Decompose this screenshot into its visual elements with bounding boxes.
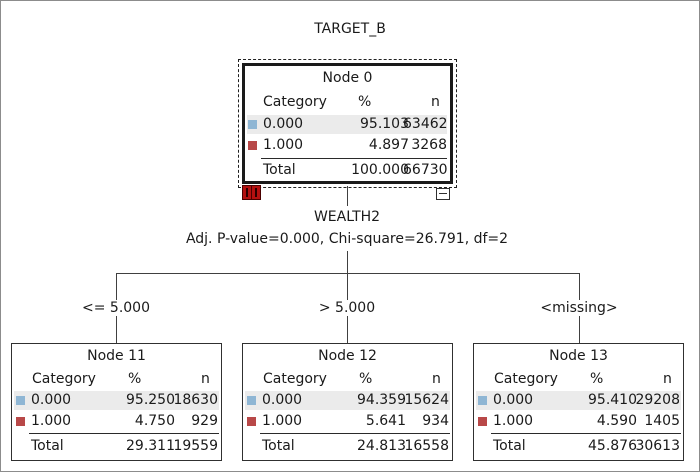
branch-label: <missing>: [529, 300, 629, 316]
row-percent: 95.250: [126, 392, 175, 408]
row-n: 1405: [644, 413, 680, 429]
category-header: Category: [494, 371, 558, 387]
percent-header: %: [128, 371, 142, 387]
row-percent: 4.897: [368, 137, 409, 153]
category-header: Category: [32, 371, 96, 387]
node-title: Node 13: [549, 348, 608, 364]
total-n: 66730: [403, 162, 448, 178]
category-0-swatch: [16, 396, 25, 405]
row-n: 929: [191, 413, 218, 429]
category-0-swatch: [478, 396, 487, 405]
row-category: 0.000: [493, 392, 534, 408]
row-highlight: [245, 391, 450, 410]
percent-header: %: [359, 371, 373, 387]
total-percent: 100.000: [351, 162, 409, 178]
row-n: 15624: [404, 392, 449, 408]
row-category: 1.000: [31, 413, 72, 429]
percent-header: %: [358, 94, 372, 110]
total-separator: [491, 433, 681, 434]
row-n: 3268: [411, 137, 447, 153]
total-separator: [260, 433, 450, 434]
category-0-swatch: [247, 396, 256, 405]
row-category: 1.000: [262, 413, 303, 429]
n-header: n: [663, 371, 672, 387]
category-header: Category: [263, 371, 327, 387]
category-1-swatch: [247, 417, 256, 426]
root-node[interactable]: Node 0 Category % n 0.000 95.103 63462 1…: [242, 63, 453, 184]
category-header: Category: [263, 94, 327, 110]
row-percent: 4.590: [596, 413, 637, 429]
total-percent: 29.311: [126, 438, 175, 454]
total-label: Total: [31, 438, 64, 454]
n-header: n: [432, 371, 441, 387]
row-n: 29208: [635, 392, 680, 408]
row-category: 0.000: [262, 392, 303, 408]
connector-line: [347, 186, 348, 206]
total-percent: 45.876: [588, 438, 637, 454]
child-node-13[interactable]: Node 13 Category % n 0.000 95.410 29208 …: [473, 343, 684, 461]
n-header: n: [431, 94, 440, 110]
total-label: Total: [263, 162, 296, 178]
row-n: 18630: [173, 392, 218, 408]
n-header: n: [201, 371, 210, 387]
total-n: 16558: [404, 438, 449, 454]
total-percent: 24.813: [357, 438, 406, 454]
child-node-12[interactable]: Node 12 Category % n 0.000 94.359 15624 …: [242, 343, 453, 461]
branch-label: <= 5.000: [71, 300, 161, 316]
total-label: Total: [493, 438, 526, 454]
percent-header: %: [590, 371, 604, 387]
total-n: 19559: [173, 438, 218, 454]
node-title: Node 0: [322, 70, 373, 86]
resize-handle-right[interactable]: [251, 185, 261, 200]
branch-label: > 5.000: [302, 300, 392, 316]
split-statistics: Adj. P-value=0.000, Chi-square=26.791, d…: [185, 231, 509, 247]
row-category: 1.000: [263, 137, 304, 153]
node-title: Node 12: [318, 348, 377, 364]
total-separator: [29, 433, 219, 434]
connector-line: [347, 251, 348, 273]
row-percent: 4.750: [134, 413, 175, 429]
total-n: 30613: [635, 438, 680, 454]
row-percent: 94.359: [357, 392, 406, 408]
row-highlight: [247, 115, 447, 134]
child-node-11[interactable]: Node 11 Category % n 0.000 95.250 18630 …: [11, 343, 222, 461]
category-0-swatch: [248, 120, 257, 129]
row-highlight: [14, 391, 219, 410]
row-percent: 95.410: [588, 392, 637, 408]
row-category: 0.000: [263, 116, 304, 132]
tree-title: TARGET_B: [314, 21, 386, 37]
split-variable: WEALTH2: [313, 209, 381, 225]
row-category: 0.000: [31, 392, 72, 408]
category-1-swatch: [478, 417, 487, 426]
row-category: 1.000: [493, 413, 534, 429]
category-1-swatch: [16, 417, 25, 426]
row-n: 63462: [403, 116, 448, 132]
total-label: Total: [262, 438, 295, 454]
total-separator: [261, 158, 447, 159]
row-percent: 95.103: [360, 116, 409, 132]
row-percent: 5.641: [365, 413, 406, 429]
row-highlight: [476, 391, 681, 410]
collapse-toggle[interactable]: [436, 188, 450, 200]
category-1-swatch: [248, 141, 257, 150]
node-title: Node 11: [87, 348, 146, 364]
row-n: 934: [422, 413, 449, 429]
